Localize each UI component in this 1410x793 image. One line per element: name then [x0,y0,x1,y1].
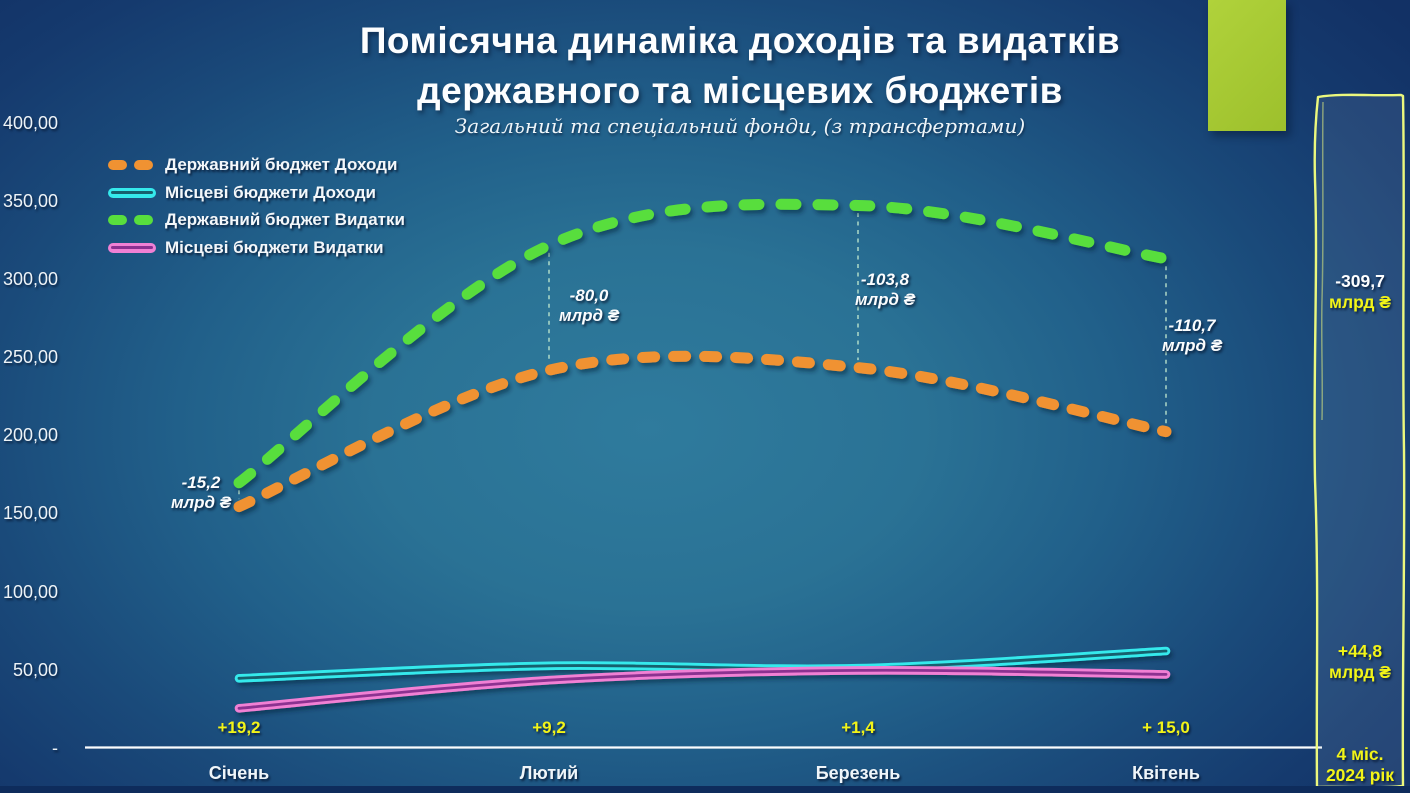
legend-swatch-state_revenue [108,159,156,171]
legend-item-state_expenditure: Державний бюджет Видатки [108,206,405,234]
local-diff-label: + 15,0 [1142,718,1190,737]
period-label: 4 міс. 2024 рік [1312,744,1408,785]
state-gap-unit: млрд ₴ [558,306,620,325]
y-tick-label: 250,00 [2,347,58,368]
state-gap-annotation: -80,0 млрд ₴ [514,286,664,326]
local-expenditure-line-core [237,668,1168,710]
y-tick-label: 350,00 [2,191,58,212]
legend-swatch-state_expenditure [108,214,156,226]
legend-solid-capsule [108,187,156,198]
legend-label: Державний бюджет Доходи [165,154,398,174]
state-gap-value: -110,7 [1168,316,1216,335]
y-tick-label: - [52,737,58,758]
state-gap-unit: млрд ₴ [1161,336,1223,355]
legend-item-local_revenue: Місцеві бюджети Доходи [108,179,405,207]
chart-title-line2: державного та місцевих бюджетів [417,70,1063,111]
y-tick-label: 200,00 [2,425,58,446]
month-label: Квітень [1132,763,1200,783]
state-gap-value: -80,0 [569,286,609,305]
chart-legend: Державний бюджет Доходи Місцеві бюджети Д… [108,151,405,262]
chart-title-line1: Помісячна динаміка доходів та видатків [359,20,1121,61]
chart-title: Помісячна динаміка доходів та видатків д… [70,16,1410,116]
state-gap-annotation: -15,2 млрд ₴ [126,473,276,513]
state-gap-value: -103,8 [860,270,910,289]
legend-solid-core [111,191,153,195]
local-diff-label: +9,2 [532,718,566,737]
total-local-diff-unit: млрд ₴ [1329,661,1391,682]
legend-solid-core [111,246,153,250]
summary-frame-border [1313,93,1406,789]
total-state-gap-unit: млрд ₴ [1329,291,1391,312]
month-label: Березень [815,763,901,783]
legend-dash-segment [108,159,127,171]
legend-item-state_revenue: Державний бюджет Доходи [108,151,405,179]
legend-dash-segment [134,159,153,171]
total-state-gap-value: -309,7 [1335,271,1385,291]
legend-dash-segment [108,214,127,226]
legend-solid-capsule [108,242,156,253]
period-line1: 4 міс. [1336,744,1384,764]
legend-item-local_expenditure: Місцеві бюджети Видатки [108,234,405,262]
period-line2: 2024 рік [1325,764,1395,785]
y-tick-label: 150,00 [2,503,58,524]
month-label: Січень [208,763,270,783]
chart-subtitle: Загальний та спеціальний фонди, (з транс… [454,114,1026,138]
total-local-diff-value: +44,8 [1337,641,1383,661]
state-revenue-line [233,350,1172,513]
state-gap-unit: млрд ₴ [854,290,916,309]
local-revenue-line-core [237,649,1168,680]
summary-frame-inner-stroke [1320,101,1324,421]
total-state-gap-label: -309,7 млрд ₴ [1312,271,1408,312]
y-tick-label: 300,00 [2,269,58,290]
y-tick-label: 400,00 [2,113,58,133]
bottom-edge-strip [0,786,1410,793]
y-tick-label: 100,00 [2,581,58,602]
legend-dash-segment [134,214,153,226]
gap-connectors [238,213,1167,500]
y-tick-label: 50,00 [12,659,58,680]
state-expenditure-line [233,198,1172,489]
state-gap-annotation: -103,8 млрд ₴ [810,270,960,310]
series-group [233,198,1172,713]
total-local-diff-label: +44,8 млрд ₴ [1312,641,1408,682]
legend-label: Державний бюджет Видатки [165,210,405,230]
legend-label: Місцеві бюджети Видатки [165,237,384,257]
corner-accent-badge [1208,0,1286,131]
month-label: Лютий [519,763,579,783]
legend-swatch-local_revenue [108,187,156,198]
legend-swatch-local_expenditure [108,242,156,253]
local-diff-label: +1,4 [841,718,875,737]
state-gap-annotation: -110,7 млрд ₴ [1117,316,1267,356]
local-diff-label: +19,2 [217,718,261,737]
state-gap-value: -15,2 [181,473,221,492]
state-gap-unit: млрд ₴ [170,493,232,512]
legend-label: Місцеві бюджети Доходи [165,182,376,202]
